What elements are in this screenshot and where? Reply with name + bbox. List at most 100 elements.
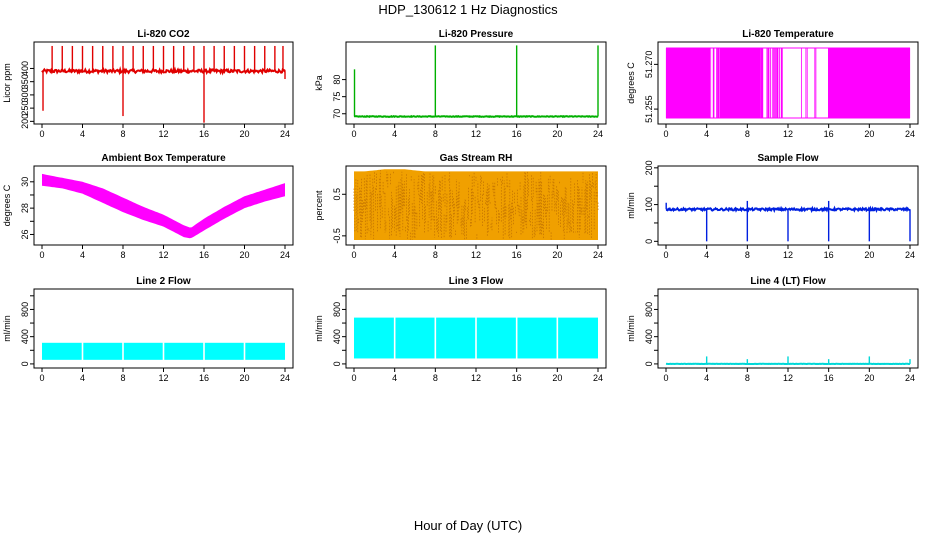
y-axis-label: ml/min xyxy=(314,315,324,342)
x-tick-label: 24 xyxy=(280,129,290,139)
x-tick-label: 24 xyxy=(593,373,603,383)
x-tick-label: 16 xyxy=(512,250,522,260)
x-tick-label: 4 xyxy=(392,250,397,260)
x-tick-label: 24 xyxy=(905,373,915,383)
x-tick-label: 4 xyxy=(80,129,85,139)
panel-ambient: Ambient Box Temperature 0 4 8 12 16 20 24 26 28 30… xyxy=(2,153,294,260)
x-tick-label: 0 xyxy=(663,250,668,260)
x-tick-label: 4 xyxy=(392,129,397,139)
series-temp820 xyxy=(665,47,911,119)
y-tick-label: 30 xyxy=(20,177,30,187)
x-tick-label: 20 xyxy=(239,250,249,260)
x-tick-label: 12 xyxy=(471,373,481,383)
y-tick-label: 70 xyxy=(332,109,342,119)
x-tick-label: 4 xyxy=(704,129,709,139)
x-tick-label: 8 xyxy=(745,250,750,260)
y-tick-label: 350 xyxy=(20,74,30,89)
x-tick-label: 16 xyxy=(199,373,209,383)
y-tick-label: 100 xyxy=(644,197,654,212)
y-tick-label: 200 xyxy=(644,160,654,175)
series-line2 xyxy=(42,340,285,362)
panel-rh: Gas Stream RH 0 4 8 12 16 20 24 -0.5 0.5 percent xyxy=(314,153,607,260)
y-axis: -0.5 0.5 xyxy=(332,188,346,244)
x-tick-label: 8 xyxy=(745,373,750,383)
y-tick-label: 28 xyxy=(20,203,30,213)
plot-frame xyxy=(345,41,607,125)
panel-title: Li-820 Temperature xyxy=(742,29,834,40)
y-tick-label: 400 xyxy=(332,329,342,344)
x-tick-label: 20 xyxy=(239,129,249,139)
series-line3 xyxy=(354,315,598,361)
panel-sampleflow: Sample Flow 0 4 8 12 16 20 24 0 100 200 ml/min xyxy=(626,153,919,260)
x-tick-label: 0 xyxy=(39,250,44,260)
y-tick-label: 26 xyxy=(20,229,30,239)
x-tick-label: 12 xyxy=(158,250,168,260)
panel-title: Sample Flow xyxy=(757,153,818,164)
x-tick-label: 12 xyxy=(471,129,481,139)
series-ambient xyxy=(42,173,285,239)
panel-title: Ambient Box Temperature xyxy=(101,153,226,164)
x-axis: 0 4 8 12 16 20 24 xyxy=(39,368,290,383)
x-axis: 0 4 8 12 16 20 24 xyxy=(351,368,603,383)
x-tick-label: 8 xyxy=(433,373,438,383)
y-tick-label: 800 xyxy=(20,302,30,317)
x-axis: 0 4 8 12 16 20 24 xyxy=(663,245,915,260)
figure-xlabel: Hour of Day (UTC) xyxy=(413,518,523,533)
series-line xyxy=(354,114,599,119)
x-tick-label: 20 xyxy=(864,129,874,139)
x-tick-label: 20 xyxy=(552,129,562,139)
x-axis: 0 4 8 12 16 20 24 xyxy=(351,245,603,260)
y-tick-label: 250 xyxy=(20,101,30,116)
y-tick-label: 51.270 xyxy=(644,51,654,79)
y-axis-label: percent xyxy=(314,190,324,221)
panel-line2: Line 2 Flow 0 4 8 12 16 20 24 0 400 800 ml/min xyxy=(2,276,294,383)
panel-temp820: Li-820 Temperature 0 4 8 12 16 20 24 51.255 51.27… xyxy=(626,29,919,139)
series-pressure xyxy=(353,45,599,119)
y-axis-label: degrees C xyxy=(626,62,636,104)
x-tick-label: 4 xyxy=(704,250,709,260)
x-axis: 0 4 8 12 16 20 24 xyxy=(39,245,290,260)
x-tick-label: 16 xyxy=(824,373,834,383)
y-axis-label: degrees C xyxy=(2,184,12,226)
x-axis: 0 4 8 12 16 20 24 xyxy=(663,368,915,383)
y-axis-label: kPa xyxy=(314,75,324,91)
y-tick-label: 200 xyxy=(20,114,30,129)
x-tick-label: 24 xyxy=(593,250,603,260)
x-tick-label: 0 xyxy=(39,373,44,383)
x-axis: 0 4 8 12 16 20 24 xyxy=(663,124,915,139)
x-tick-label: 8 xyxy=(120,129,125,139)
x-tick-label: 16 xyxy=(512,129,522,139)
x-tick-label: 24 xyxy=(280,373,290,383)
x-tick-label: 16 xyxy=(199,250,209,260)
plot-frame xyxy=(33,165,294,246)
figure-title: HDP_130612 1 Hz Diagnostics xyxy=(378,2,558,17)
series-line xyxy=(665,48,911,118)
x-tick-label: 20 xyxy=(552,250,562,260)
panel-title: Line 4 (LT) Flow xyxy=(750,276,826,287)
x-axis: 0 4 8 12 16 20 24 xyxy=(39,124,290,139)
x-tick-label: 16 xyxy=(512,373,522,383)
y-tick-label: 51.255 xyxy=(644,95,654,123)
x-tick-label: 16 xyxy=(199,129,209,139)
y-axis: 0 100 200 xyxy=(644,160,658,244)
x-tick-label: 24 xyxy=(905,250,915,260)
panel-title: Li-820 Pressure xyxy=(439,29,514,40)
x-tick-label: 4 xyxy=(80,250,85,260)
panel-pressure: Li-820 Pressure 0 4 8 12 16 20 24 70 75 80 kPa xyxy=(314,29,607,139)
y-axis: 26 28 30 xyxy=(20,177,34,239)
y-tick-label: 800 xyxy=(332,302,342,317)
x-tick-label: 20 xyxy=(864,250,874,260)
x-tick-label: 0 xyxy=(663,129,668,139)
y-axis: 0 400 800 xyxy=(644,295,658,366)
x-tick-label: 0 xyxy=(351,250,356,260)
y-tick-label: 400 xyxy=(20,329,30,344)
y-axis: 0 400 800 xyxy=(20,295,34,366)
panel-line4: Line 4 (LT) Flow 0 4 8 12 16 20 24 0 400 800 ml/min xyxy=(626,276,919,383)
x-tick-label: 24 xyxy=(905,129,915,139)
x-tick-label: 0 xyxy=(39,129,44,139)
y-tick-label: 300 xyxy=(20,87,30,102)
y-tick-label: 0 xyxy=(20,361,30,366)
x-tick-label: 0 xyxy=(351,373,356,383)
panel-line3: Line 3 Flow 0 4 8 12 16 20 24 0 400 800 ml/min xyxy=(314,276,607,383)
